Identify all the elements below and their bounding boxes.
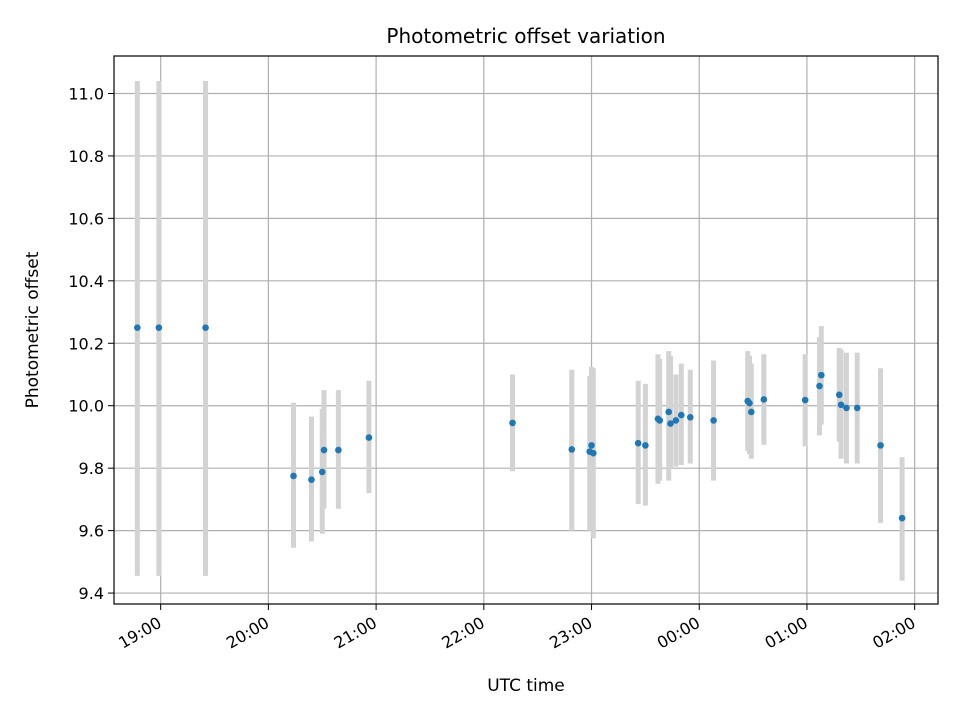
plot-frame: [113, 55, 939, 605]
data-point: [746, 399, 753, 407]
data-point: [801, 396, 809, 404]
data-point: [686, 413, 694, 421]
data-point: [677, 411, 685, 419]
data-point: [590, 449, 597, 457]
data-point: [568, 446, 576, 453]
data-point: [710, 417, 717, 424]
y-tick-label: 10.4: [68, 272, 104, 291]
y-tick-label: 11.0: [68, 84, 104, 103]
data-point: [308, 476, 315, 484]
data-point: [818, 371, 825, 379]
data-point: [667, 420, 674, 427]
data-point: [816, 382, 823, 390]
y-tick-label: 9.8: [79, 459, 104, 478]
y-axis-ticks: 9.4 9.6 9.8 10.0 10.2 10.4 10.6 10.8 11.0: [68, 84, 114, 603]
data-point: [665, 408, 673, 416]
grid: [114, 56, 938, 604]
y-tick-label: 10.6: [68, 209, 104, 228]
data-point: [853, 404, 861, 412]
y-tick-label: 10.0: [68, 397, 104, 416]
data-point: [318, 468, 326, 476]
data-point: [877, 442, 884, 449]
y-tick-label: 10.2: [68, 334, 104, 353]
data-point: [837, 401, 845, 409]
data-point: [634, 439, 642, 447]
data-point: [134, 324, 141, 331]
data-point: [656, 417, 664, 424]
data-point: [747, 408, 755, 416]
data-point: [760, 396, 768, 403]
data-points: [134, 324, 906, 522]
data-point: [509, 419, 516, 427]
data-point: [588, 442, 595, 449]
y-axis-label: Photometric offset: [23, 251, 43, 408]
y-tick-label: 9.6: [79, 522, 104, 541]
data-point: [898, 514, 906, 522]
x-axis-label: UTC time: [487, 676, 565, 696]
y-tick-label: 10.8: [68, 147, 104, 166]
data-point: [843, 404, 850, 412]
data-point: [835, 391, 843, 399]
data-point: [642, 442, 649, 449]
y-tick-label: 9.4: [79, 584, 104, 603]
data-point: [672, 417, 680, 424]
data-point: [155, 324, 163, 331]
data-point: [290, 472, 297, 480]
data-point: [335, 446, 342, 454]
chart-title: Photometric offset variation: [386, 24, 665, 48]
data-point: [202, 324, 209, 331]
data-point: [320, 446, 328, 454]
data-point: [365, 434, 373, 441]
